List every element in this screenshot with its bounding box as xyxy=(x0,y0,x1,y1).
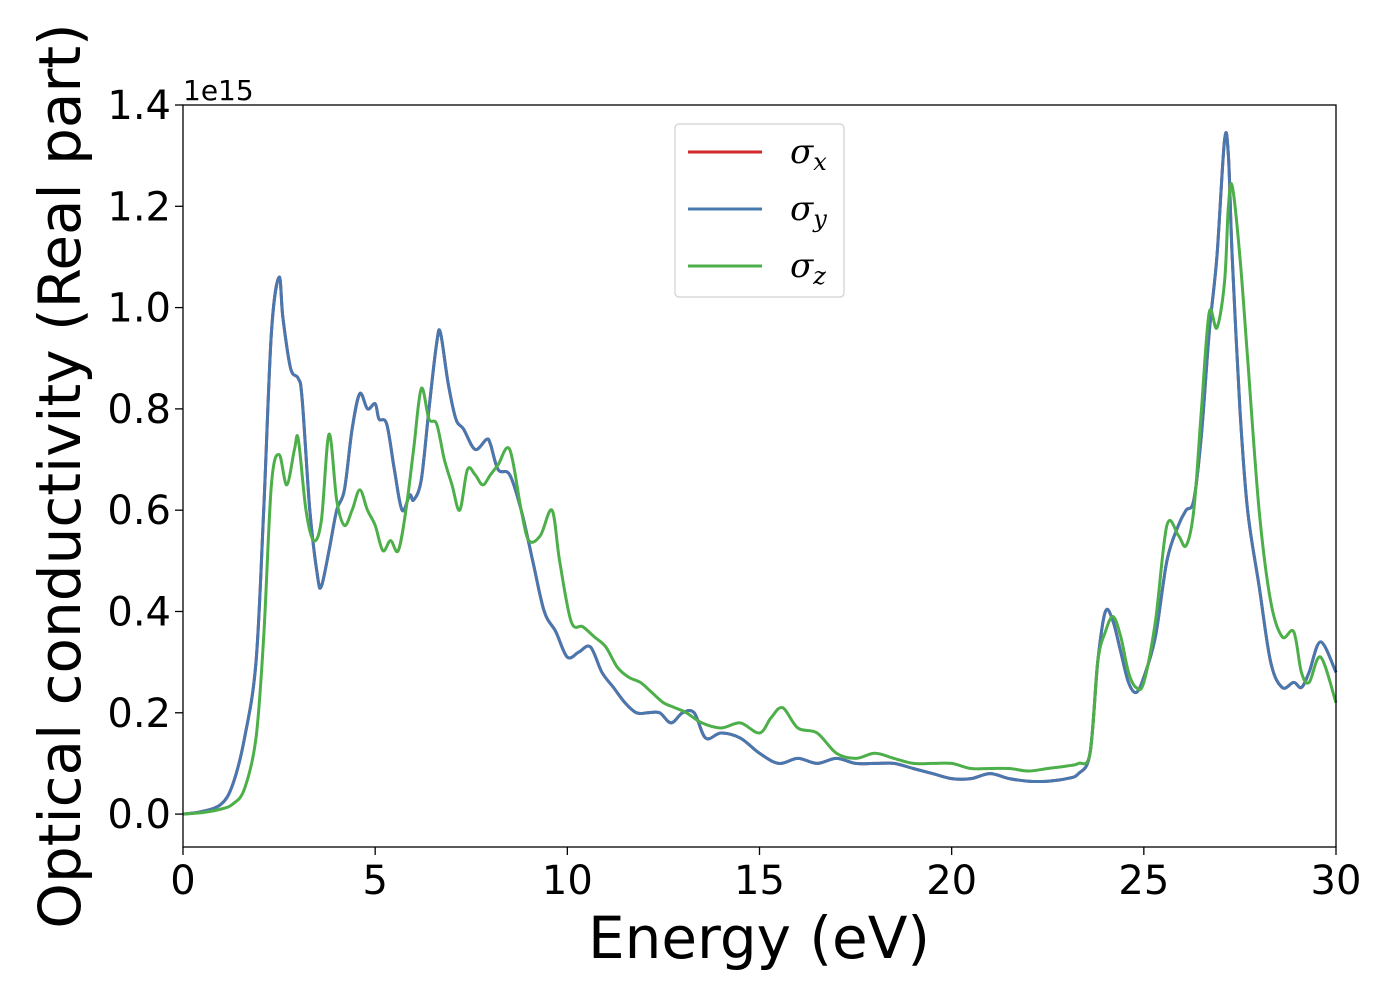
x-tick-label: 30 xyxy=(1311,858,1362,904)
y-tick-label: 0.0 xyxy=(107,792,171,838)
y-tick-label: 1.0 xyxy=(107,286,171,332)
y-tick-label: 0.8 xyxy=(107,387,171,433)
x-tick-label: 15 xyxy=(734,858,785,904)
y-axis-label: Optical conductivity (Real part) xyxy=(26,23,94,928)
x-axis-ticks: 0 5 10 15 20 25 30 xyxy=(170,847,1361,904)
legend-label-x: σx xyxy=(790,132,827,176)
y-axis-ticks: 0.0 0.2 0.4 0.6 0.8 1.0 1.2 1.4 xyxy=(107,83,183,838)
y-tick-label: 0.4 xyxy=(107,589,171,635)
x-tick-label: 20 xyxy=(926,858,977,904)
series-line-y xyxy=(182,131,1338,816)
series-line-z xyxy=(182,181,1338,816)
x-tick-label: 0 xyxy=(170,858,195,904)
legend: σx σy σz xyxy=(674,123,845,298)
y-tick-label: 1.4 xyxy=(107,83,171,129)
legend-label-y: σy xyxy=(790,189,827,233)
y-tick-label: 0.6 xyxy=(107,488,171,534)
y-tick-label: 0.2 xyxy=(107,691,171,737)
x-axis-label: Energy (eV) xyxy=(588,904,930,972)
x-tick-label: 5 xyxy=(362,858,387,904)
y-tick-label: 1.2 xyxy=(107,184,171,230)
legend-label-z: σz xyxy=(790,246,826,290)
series-layer xyxy=(182,131,1338,816)
x-tick-label: 10 xyxy=(542,858,593,904)
y-offset-label: 1e15 xyxy=(183,74,254,107)
x-tick-label: 25 xyxy=(1118,858,1169,904)
